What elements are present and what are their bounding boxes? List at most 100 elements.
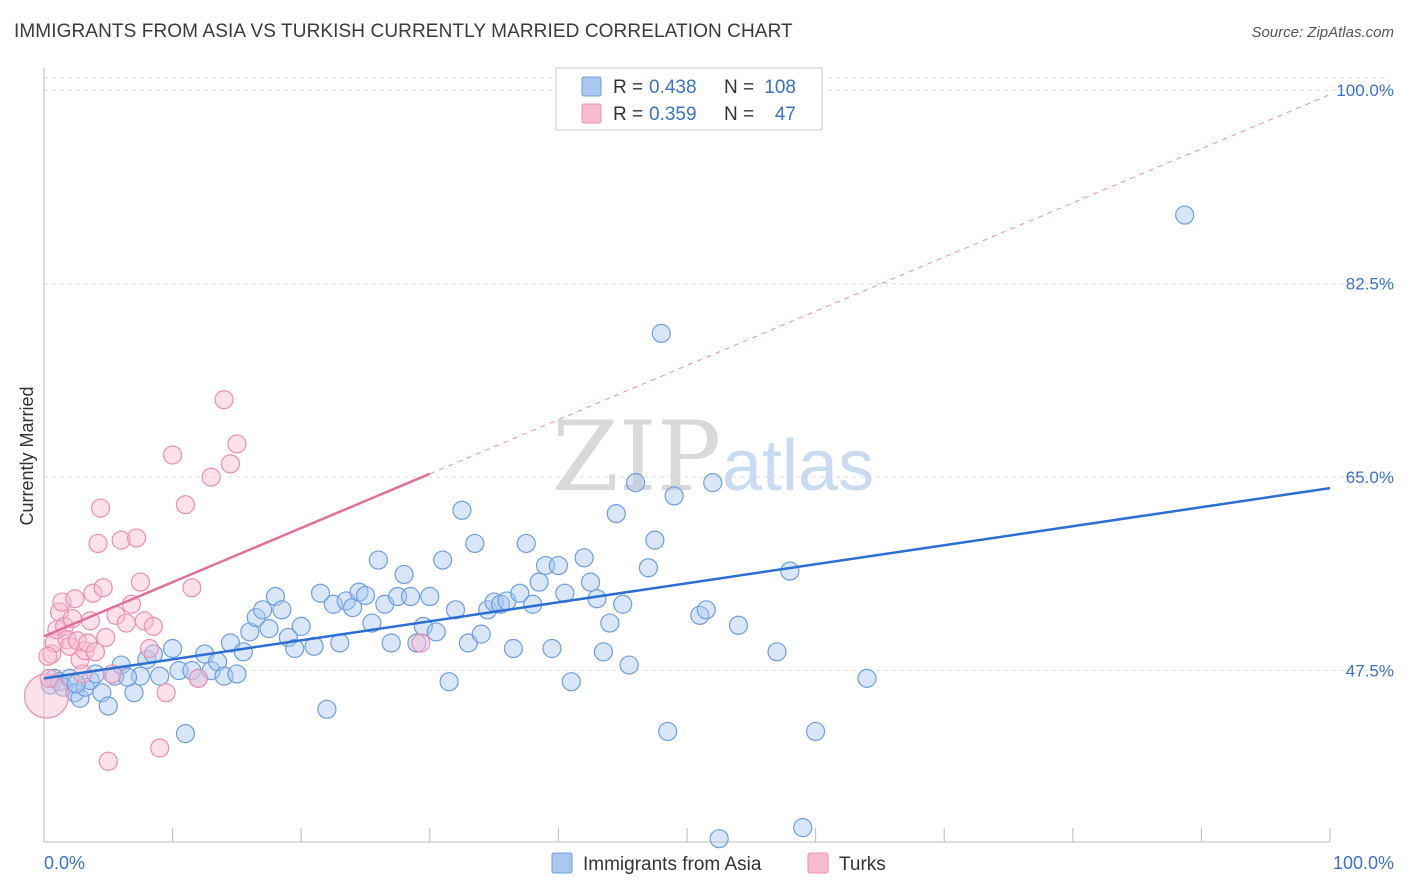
scatter-point-asia [645, 530, 665, 550]
scatter-point-asia [619, 655, 639, 675]
scatter-point-asia [703, 473, 723, 493]
grid-lines [44, 77, 1390, 672]
y-axis-label: Currently Married [17, 386, 37, 525]
scatter-point-asia [272, 600, 292, 620]
scatter-point-asia [355, 585, 376, 606]
y-tick-label: 100.0% [1336, 81, 1394, 100]
scatter-point-asia [857, 668, 877, 688]
scatter-point-asia [529, 572, 549, 592]
scatter-point-asia [433, 550, 453, 570]
scatter-point-turks [111, 530, 131, 550]
scatter-point-turks [85, 642, 106, 662]
legend-label-immigrants-from-asia: Immigrants from Asia [583, 854, 762, 875]
scatter-point-asia [709, 829, 729, 849]
scatter-point-asia [465, 533, 485, 554]
scatter-point-asia [70, 688, 90, 708]
scatter-point-asia [233, 642, 253, 662]
scatter-point-turks [88, 533, 108, 554]
stats-n-value-blue: 108 [764, 77, 796, 98]
scatter-point-asia [362, 613, 382, 633]
scatter-point-asia [117, 667, 138, 687]
scatter-point-turks [411, 633, 431, 653]
scatter-point-turks [156, 683, 176, 703]
trend-lines [43, 472, 1331, 680]
scatter-point-asia [66, 674, 86, 694]
y-axis-tick-labels: 47.5% 65.0% 82.5% 100.0% [1336, 81, 1394, 680]
scatter-point-turks [163, 445, 183, 465]
scatter-point-turks [130, 572, 151, 592]
stats-r-value-blue: 0.438 [649, 77, 697, 98]
scatter-point-asia [510, 583, 530, 603]
scatter-point-asia [426, 622, 446, 642]
scatter-point-turks [214, 390, 234, 410]
stats-n-value-pink: 47 [775, 104, 796, 125]
scatter-point-turks [98, 751, 118, 771]
chart-source: Source: ZipAtlas.com [1251, 24, 1394, 41]
scatter-point-asia [98, 696, 118, 716]
scatter-point-asia [445, 600, 466, 620]
watermark-atlas: atlas [722, 426, 874, 506]
scatter-point-asia [625, 473, 646, 493]
trend-line-asia [43, 486, 1331, 680]
legend-swatch-turks [807, 852, 829, 874]
scatter-point-asia [381, 633, 401, 653]
scatter-point-asia [420, 586, 440, 607]
scatter-point-turks [188, 668, 208, 688]
scatter-point-turks [83, 583, 103, 603]
scatter-point-asia [400, 586, 421, 607]
scatter-point-turks [65, 589, 85, 609]
turks-trend-extension [429, 94, 1331, 475]
scatter-point-turks [116, 613, 136, 633]
stats-r-value-pink: 0.359 [649, 104, 697, 125]
scatter-point-asia [638, 558, 659, 578]
x-tick-label-min: 0.0% [44, 853, 85, 873]
trend-line-turks [43, 472, 431, 638]
watermark-zip: ZIP [552, 401, 721, 513]
scatter-point-asia [175, 724, 196, 744]
scatter-point-turks [139, 638, 160, 659]
y-tick-label: 82.5% [1346, 275, 1394, 294]
scatter-point-asia [574, 548, 594, 568]
scatter-point-turks [201, 467, 221, 487]
stats-n-label-blue: N = [724, 77, 754, 98]
scatter-point-asia [317, 699, 337, 719]
scatter-point-asia [651, 323, 671, 343]
watermark: ZIP atlas [552, 401, 874, 513]
scatter-point-asia [548, 555, 569, 576]
scatter-point-asia [150, 666, 170, 686]
scatter-point-asia [368, 550, 388, 570]
scatter-point-turks [90, 498, 111, 518]
scatter-point-turks [134, 611, 154, 631]
scatter-point-asia [805, 721, 826, 742]
scatter-point-asia [182, 661, 202, 681]
x-axis-ticks [43, 828, 1331, 842]
scatter-point-turks [126, 528, 147, 548]
stats-legend: R = 0.438 N = 108 R = 0.359 N = 47 [555, 67, 823, 131]
scatter-point-asia [516, 533, 536, 554]
y-tick-label: 65.0% [1346, 468, 1394, 487]
scatter-point-turks [23, 673, 70, 719]
scatter-point-asia [793, 818, 813, 838]
scatter-point-asia [658, 721, 678, 742]
stats-legend-swatch-pink [581, 103, 602, 124]
scatter-point-asia [259, 618, 279, 639]
scatter-point-asia [728, 615, 749, 635]
stats-r-label-blue: R = [613, 77, 643, 98]
scatter-point-turks [38, 646, 58, 666]
scatter-point-asia [394, 564, 414, 585]
scatter-point-asia [600, 613, 620, 633]
scatter-point-turks [175, 495, 196, 515]
scatter-point-asia [780, 561, 800, 581]
scatter-point-asia [767, 642, 787, 662]
scatter-point-asia [452, 500, 472, 520]
scatter-point-asia [246, 607, 266, 628]
legend-swatch-immigrants-from-asia [551, 852, 573, 874]
scatter-point-turks [150, 738, 170, 758]
scatter-point-turks [93, 578, 113, 598]
scatter-point-asia [593, 642, 614, 662]
scatter-point-asia [542, 638, 562, 659]
scatter-point-asia [439, 672, 459, 692]
scatter-point-asia [613, 594, 633, 614]
scatter-point-asia [291, 616, 311, 636]
